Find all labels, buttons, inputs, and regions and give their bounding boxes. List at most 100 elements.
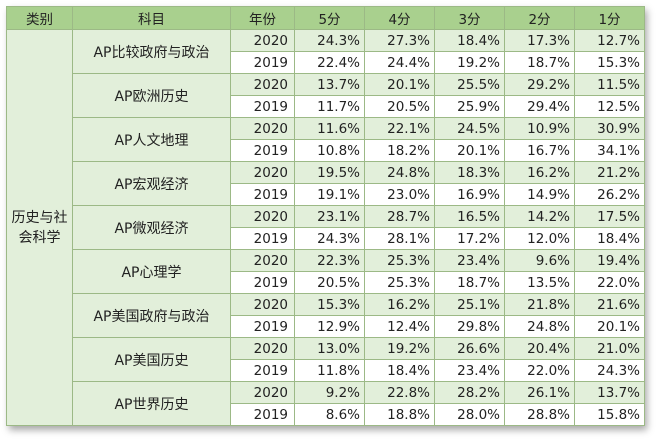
score-cell-2: 20.4%: [504, 337, 575, 360]
subject-cell: AP美国政府与政治: [72, 293, 231, 338]
table-body: 历史与社会科学 AP比较政府与政治 2020 24.3% 27.3% 18.4% 17.3%…: [6, 29, 645, 426]
score-cell-4: 20.5%: [364, 95, 435, 118]
score-cell-3: 25.1%: [434, 293, 505, 316]
score-cell-2: 21.8%: [504, 293, 575, 316]
table-row: AP世界历史 2020 9.2% 22.8% 28.2% 26.1% 13.7%: [7, 381, 645, 426]
year-cell: 2019: [230, 183, 295, 206]
ap-score-distribution-table: 类别 科目 年份 5分 4分 3分 2分 1分 历史与社会科学 AP比较政府与政治…: [6, 6, 645, 426]
score-cell-4: 18.2%: [364, 139, 435, 162]
score-cell-4: 25.3%: [364, 249, 435, 272]
score-cell-1: 34.1%: [574, 139, 645, 162]
year-cell: 2020: [230, 293, 295, 316]
score-cell-4: 28.7%: [364, 205, 435, 228]
score-cell-4: 28.1%: [364, 227, 435, 250]
score-cell-4: 18.4%: [364, 359, 435, 382]
score-cell-2: 16.7%: [504, 139, 575, 162]
score-cell-4: 18.8%: [364, 403, 435, 426]
score-cell-3: 29.8%: [434, 315, 505, 338]
score-cell-1: 13.7%: [574, 381, 645, 404]
score-cell-4: 23.0%: [364, 183, 435, 206]
score-cell-1: 11.5%: [574, 73, 645, 96]
score-cell-2: 14.2%: [504, 205, 575, 228]
score-table-frame: 类别 科目 年份 5分 4分 3分 2分 1分 历史与社会科学 AP比较政府与政治…: [6, 6, 645, 426]
score-cell-1: 15.8%: [574, 403, 645, 426]
header-score-3: 3分: [434, 6, 505, 30]
score-cell-5: 10.8%: [294, 139, 365, 162]
score-cell-3: 20.1%: [434, 139, 505, 162]
score-cell-1: 12.5%: [574, 95, 645, 118]
subject-cell: AP美国历史: [72, 337, 231, 382]
score-cell-3: 25.9%: [434, 95, 505, 118]
score-cell-5: 11.7%: [294, 95, 365, 118]
score-cell-3: 16.5%: [434, 205, 505, 228]
score-cell-5: 24.3%: [294, 227, 365, 250]
table-row: 历史与社会科学 AP比较政府与政治 2020 24.3% 27.3% 18.4% 17.3%…: [6, 29, 645, 426]
score-cell-2: 14.9%: [504, 183, 575, 206]
score-cell-5: 19.1%: [294, 183, 365, 206]
table-row: AP微观经济 2020 23.1% 28.7% 16.5% 14.2% 17.5%: [7, 205, 645, 250]
score-cell-5: 22.4%: [294, 51, 365, 74]
year-cell: 2020: [230, 337, 295, 360]
subject-cell: AP比较政府与政治: [72, 29, 231, 74]
score-cell-2: 29.2%: [504, 73, 575, 96]
score-cell-1: 30.9%: [574, 117, 645, 140]
year-cell: 2020: [230, 117, 295, 140]
score-cell-5: 19.5%: [294, 161, 365, 184]
score-cell-2: 10.9%: [504, 117, 575, 140]
header-category: 类别: [6, 6, 73, 30]
score-cell-3: 28.0%: [434, 403, 505, 426]
score-cell-5: 9.2%: [294, 381, 365, 404]
score-cell-4: 24.4%: [364, 51, 435, 74]
score-cell-2: 24.8%: [504, 315, 575, 338]
subject-cell: AP宏观经济: [72, 161, 231, 206]
year-cell: 2019: [230, 95, 295, 118]
score-cell-4: 25.3%: [364, 271, 435, 294]
score-cell-4: 12.4%: [364, 315, 435, 338]
header-score-5: 5分: [294, 6, 365, 30]
score-cell-3: 18.3%: [434, 161, 505, 184]
year-cell: 2020: [230, 161, 295, 184]
score-cell-1: 21.6%: [574, 293, 645, 316]
score-cell-3: 17.2%: [434, 227, 505, 250]
table-row: 2019 8.6% 18.8% 28.0% 28.8% 15.8%: [7, 403, 645, 426]
score-cell-3: 23.4%: [434, 359, 505, 382]
score-cell-1: 12.7%: [574, 29, 645, 52]
score-cell-1: 18.4%: [574, 227, 645, 250]
score-cell-5: 13.7%: [294, 73, 365, 96]
header-year: 年份: [230, 6, 295, 30]
score-cell-2: 13.5%: [504, 271, 575, 294]
table-row: AP心理学 2020 22.3% 25.3% 23.4% 9.6% 19.4%: [7, 249, 645, 294]
table-row: AP宏观经济 2020 19.5% 24.8% 18.3% 16.2% 21.2%: [7, 161, 645, 206]
score-cell-1: 21.2%: [574, 161, 645, 184]
score-cell-3: 23.4%: [434, 249, 505, 272]
score-cell-4: 20.1%: [364, 73, 435, 96]
score-cell-4: 22.1%: [364, 117, 435, 140]
year-cell: 2020: [230, 73, 295, 96]
score-cell-5: 11.6%: [294, 117, 365, 140]
score-cell-2: 29.4%: [504, 95, 575, 118]
score-cell-4: 19.2%: [364, 337, 435, 360]
table-row: AP美国历史 2020 13.0% 19.2% 26.6% 20.4% 21.0%: [7, 337, 645, 382]
table-row: 2019 19.1% 23.0% 16.9% 14.9% 26.2%: [7, 183, 645, 206]
header-score-4: 4分: [364, 6, 435, 30]
subject-cell: AP微观经济: [72, 205, 231, 250]
score-cell-5: 22.3%: [294, 249, 365, 272]
table-row: 2019 22.4% 24.4% 19.2% 18.7% 15.3%: [7, 51, 645, 74]
score-cell-3: 24.5%: [434, 117, 505, 140]
score-cell-2: 26.1%: [504, 381, 575, 404]
score-cell-5: 13.0%: [294, 337, 365, 360]
year-cell: 2020: [230, 249, 295, 272]
score-cell-2: 17.3%: [504, 29, 575, 52]
score-cell-4: 16.2%: [364, 293, 435, 316]
score-cell-3: 26.6%: [434, 337, 505, 360]
score-cell-1: 24.3%: [574, 359, 645, 382]
score-cell-1: 15.3%: [574, 51, 645, 74]
score-cell-5: 15.3%: [294, 293, 365, 316]
score-cell-1: 21.0%: [574, 337, 645, 360]
score-cell-3: 16.9%: [434, 183, 505, 206]
table-row: 2019 10.8% 18.2% 20.1% 16.7% 34.1%: [7, 139, 645, 162]
table-row: 2019 12.9% 12.4% 29.8% 24.8% 20.1%: [7, 315, 645, 338]
score-cell-5: 24.3%: [294, 29, 365, 52]
score-cell-4: 24.8%: [364, 161, 435, 184]
score-cell-3: 28.2%: [434, 381, 505, 404]
